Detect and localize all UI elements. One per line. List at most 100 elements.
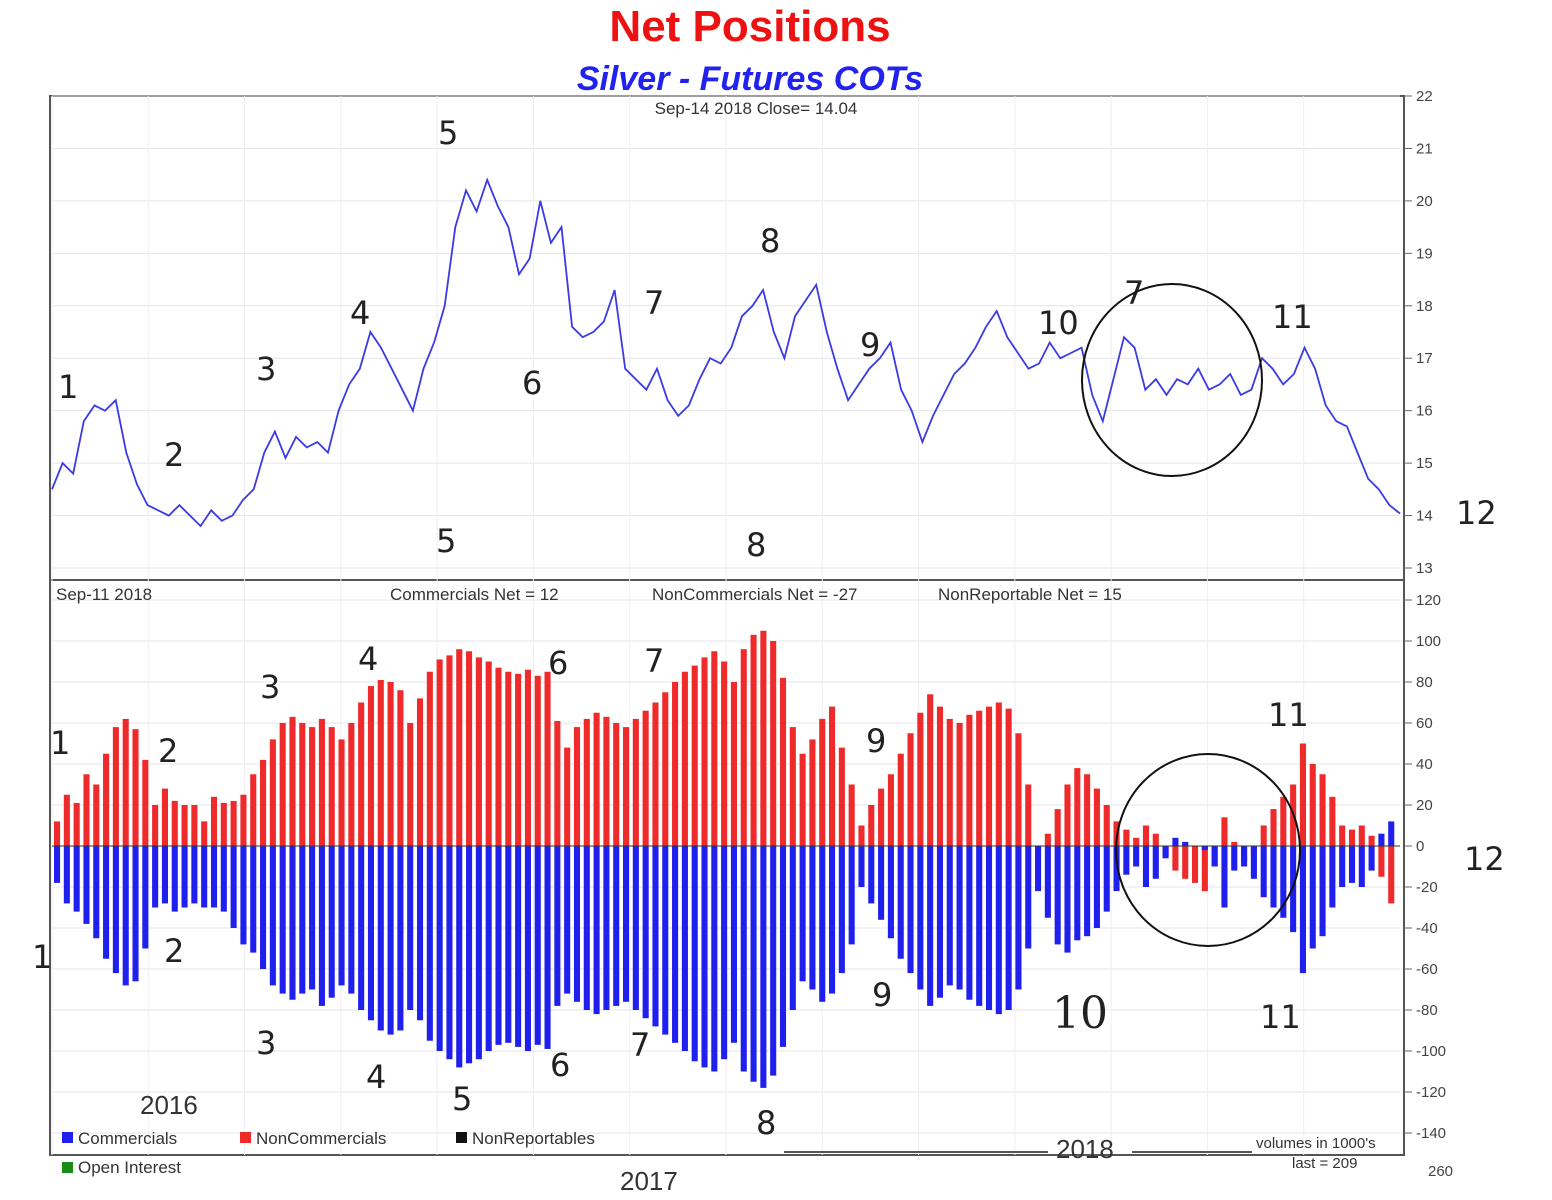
commercials-bar	[1339, 846, 1346, 887]
noncommercials-bar	[946, 718, 953, 846]
commercials-bar	[534, 846, 541, 1045]
price-annotation: 8	[760, 222, 780, 260]
commercials-bar	[152, 846, 159, 908]
commercials-bar	[760, 846, 767, 1088]
legend-swatch-commercials	[62, 1132, 73, 1143]
cot-axis: 120 100 80 60 40 20 0 -20 -40 -60 -80 -100 -120 -140	[1404, 592, 1446, 1142]
price-annotation: 6	[522, 364, 542, 402]
noncommercials-bar	[652, 702, 659, 846]
price-tick-label: 15	[1416, 455, 1433, 472]
legend-swatch-open-interest	[62, 1162, 73, 1173]
commercials-bar	[407, 846, 414, 1010]
price-tick-label: 19	[1416, 245, 1433, 262]
volumes-note: volumes in 1000's	[1256, 1135, 1376, 1152]
noncommercials-bar	[338, 739, 345, 846]
cot-annotation-top: 2	[158, 732, 178, 770]
noncommercials-bar	[936, 706, 944, 846]
price-annotation: 12	[1456, 494, 1497, 532]
noncommercials-bar	[1221, 817, 1228, 846]
commercials-bar	[515, 846, 522, 1047]
commercials-bar	[907, 846, 914, 974]
commercials-bar	[475, 846, 482, 1060]
noncommercials-bar	[1103, 805, 1110, 846]
price-annotation: 10	[1038, 304, 1079, 342]
commercials-bar	[524, 846, 531, 1051]
price-panel-title: Sep-14 2018 Close= 14.04	[655, 99, 858, 118]
cot-tick-label: 20	[1416, 797, 1433, 814]
commercials-bar	[1378, 833, 1385, 846]
chart-subtitle: Silver - Futures COTs	[576, 60, 924, 98]
commercials-bar	[1142, 846, 1150, 887]
commercials-bar	[54, 846, 61, 883]
noncommercials-bar	[524, 669, 531, 846]
commercials-bar	[622, 846, 630, 1002]
noncommercials-bar	[201, 821, 208, 846]
price-tick-label: 16	[1416, 403, 1433, 420]
cot-panel-date: Sep-11 2018	[56, 585, 152, 604]
noncommercials-bar	[1005, 708, 1012, 846]
noncommercials-bar	[152, 805, 159, 846]
noncommercials-bar	[711, 651, 718, 846]
noncommercials-bar	[809, 739, 816, 846]
noncommercials-bar	[456, 649, 463, 846]
commercials-bar	[466, 846, 473, 1064]
cot-annotation-bottom: 11	[1260, 998, 1301, 1036]
cot-tick-label: -80	[1416, 1002, 1438, 1019]
noncommercials-bar	[642, 710, 649, 846]
noncommercials-bar	[1093, 788, 1100, 846]
cot-annotation-bottom: 6	[550, 1046, 570, 1084]
noncommercials-bar	[917, 712, 924, 846]
year-label: 2017	[620, 1166, 678, 1196]
commercials-bar	[367, 846, 375, 1021]
commercials-bar	[358, 846, 365, 1010]
commercials-bar	[1280, 846, 1287, 918]
year-label: 2018	[1056, 1134, 1114, 1164]
noncommercials-bar	[1388, 846, 1395, 904]
commercials-bar	[1231, 846, 1238, 871]
commercials-bar	[269, 846, 276, 986]
noncommercials-bar	[995, 702, 1002, 846]
noncommercials-bar	[1064, 784, 1071, 846]
noncommercials-bar	[171, 800, 178, 846]
cot-tick-label: 80	[1416, 674, 1433, 691]
noncommercials-bar	[544, 671, 551, 846]
noncommercials-bar	[289, 716, 296, 846]
cot-tick-label: 100	[1416, 633, 1441, 650]
cot-annotation-top: 1	[50, 724, 70, 762]
commercials-bar	[1103, 846, 1110, 912]
commercials-bar	[642, 846, 649, 1019]
commercials-bar	[1025, 846, 1032, 949]
cot-tick-label: -20	[1416, 879, 1438, 896]
commercials-net-label: Commercials Net = 12	[390, 585, 559, 604]
noncommercials-bar	[573, 727, 581, 846]
noncommercials-bar	[1044, 833, 1051, 846]
noncommercials-bar	[1172, 846, 1179, 871]
cot-tick-label: -60	[1416, 961, 1438, 978]
noncommercials-bar	[1339, 825, 1346, 846]
noncommercials-net-label: NonCommercials Net = -27	[652, 585, 858, 604]
commercials-bar	[1221, 846, 1228, 908]
cot-tick-label: 60	[1416, 715, 1433, 732]
commercials-bar	[250, 846, 257, 953]
commercials-bar	[946, 846, 953, 986]
commercials-bar	[446, 846, 453, 1060]
commercials-bar	[63, 846, 70, 904]
commercials-bar	[672, 846, 679, 1043]
commercials-bar	[1093, 846, 1100, 928]
commercials-bar	[328, 846, 335, 998]
commercials-bar	[299, 846, 306, 994]
price-annotation: 1	[58, 368, 78, 406]
commercials-bar	[1054, 846, 1061, 945]
noncommercials-bar	[161, 788, 168, 846]
noncommercials-bar	[407, 723, 414, 846]
noncommercials-bar	[1280, 796, 1287, 846]
noncommercials-bar	[466, 651, 473, 846]
noncommercials-bar	[554, 720, 561, 846]
noncommercials-bar	[829, 706, 836, 846]
noncommercials-bar	[328, 727, 335, 846]
commercials-bar	[426, 846, 433, 1041]
noncommercials-bar	[132, 729, 139, 846]
commercials-bar	[632, 846, 639, 1010]
noncommercials-bar	[1084, 774, 1091, 846]
noncommercials-bar	[613, 723, 620, 846]
